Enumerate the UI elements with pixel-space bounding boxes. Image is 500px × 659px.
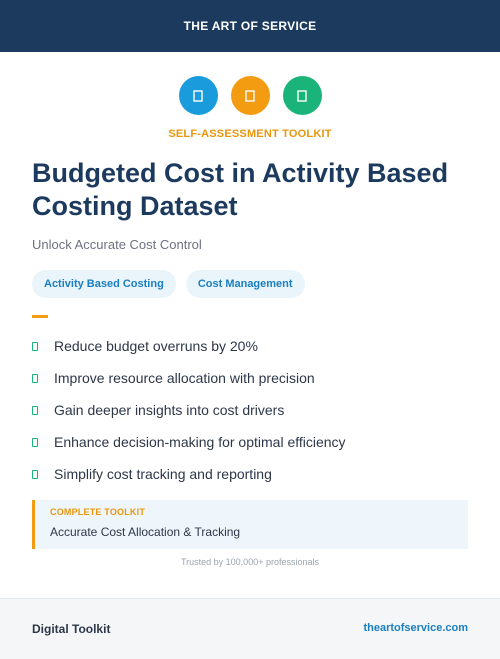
benefit-text: Gain deeper insights into cost drivers (54, 402, 285, 418)
toolkit-callout: COMPLETE TOOLKIT Accurate Cost Allocatio… (32, 500, 468, 549)
check-icon (32, 405, 38, 415)
benefit-item: Gain deeper insights into cost drivers (32, 394, 346, 426)
benefit-text: Reduce budget overruns by 20% (54, 338, 258, 354)
tag-cost-management[interactable]: Cost Management (185, 270, 305, 298)
benefit-text: Simplify cost tracking and reporting (54, 466, 272, 482)
accent-divider (32, 315, 48, 318)
callout-label: COMPLETE TOOLKIT (50, 507, 146, 517)
header-bar: THE ART OF SERVICE (0, 0, 500, 52)
toolkit-kicker: SELF-ASSESSMENT TOOLKIT (168, 128, 332, 140)
benefit-item: Simplify cost tracking and reporting (32, 458, 346, 490)
footer-website-link[interactable]: theartofservice.com (363, 622, 468, 634)
check-icon (32, 469, 38, 479)
blue-badge-icon (178, 76, 218, 115)
icon-row (0, 76, 500, 115)
orange-badge-icon (230, 76, 270, 115)
page-subtitle: Unlock Accurate Cost Control (32, 237, 202, 252)
tag-list: Activity Based Costing Cost Management (32, 270, 305, 298)
check-icon (32, 437, 38, 447)
trust-note: Trusted by 100,000+ professionals (180, 557, 319, 567)
benefit-item: Enhance decision-making for optimal effi… (32, 426, 346, 458)
check-icon (32, 341, 38, 351)
benefit-text: Enhance decision-making for optimal effi… (54, 434, 346, 450)
brand-name: THE ART OF SERVICE (183, 19, 317, 33)
benefit-list: Reduce budget overruns by 20% Improve re… (32, 330, 346, 490)
page-title: Budgeted Cost in Activity Based Costing … (32, 158, 449, 221)
benefit-item: Reduce budget overruns by 20% (32, 330, 346, 362)
footer: Digital Toolkit theartofservice.com (0, 598, 500, 659)
callout-text: Accurate Cost Allocation & Tracking (50, 525, 241, 539)
check-icon (32, 373, 38, 383)
tag-activity-based-costing[interactable]: Activity Based Costing (32, 270, 176, 298)
footer-product-label: Digital Toolkit (32, 622, 111, 636)
benefit-item: Improve resource allocation with precisi… (32, 362, 346, 394)
green-badge-icon (282, 76, 322, 115)
benefit-text: Improve resource allocation with precisi… (54, 370, 315, 386)
